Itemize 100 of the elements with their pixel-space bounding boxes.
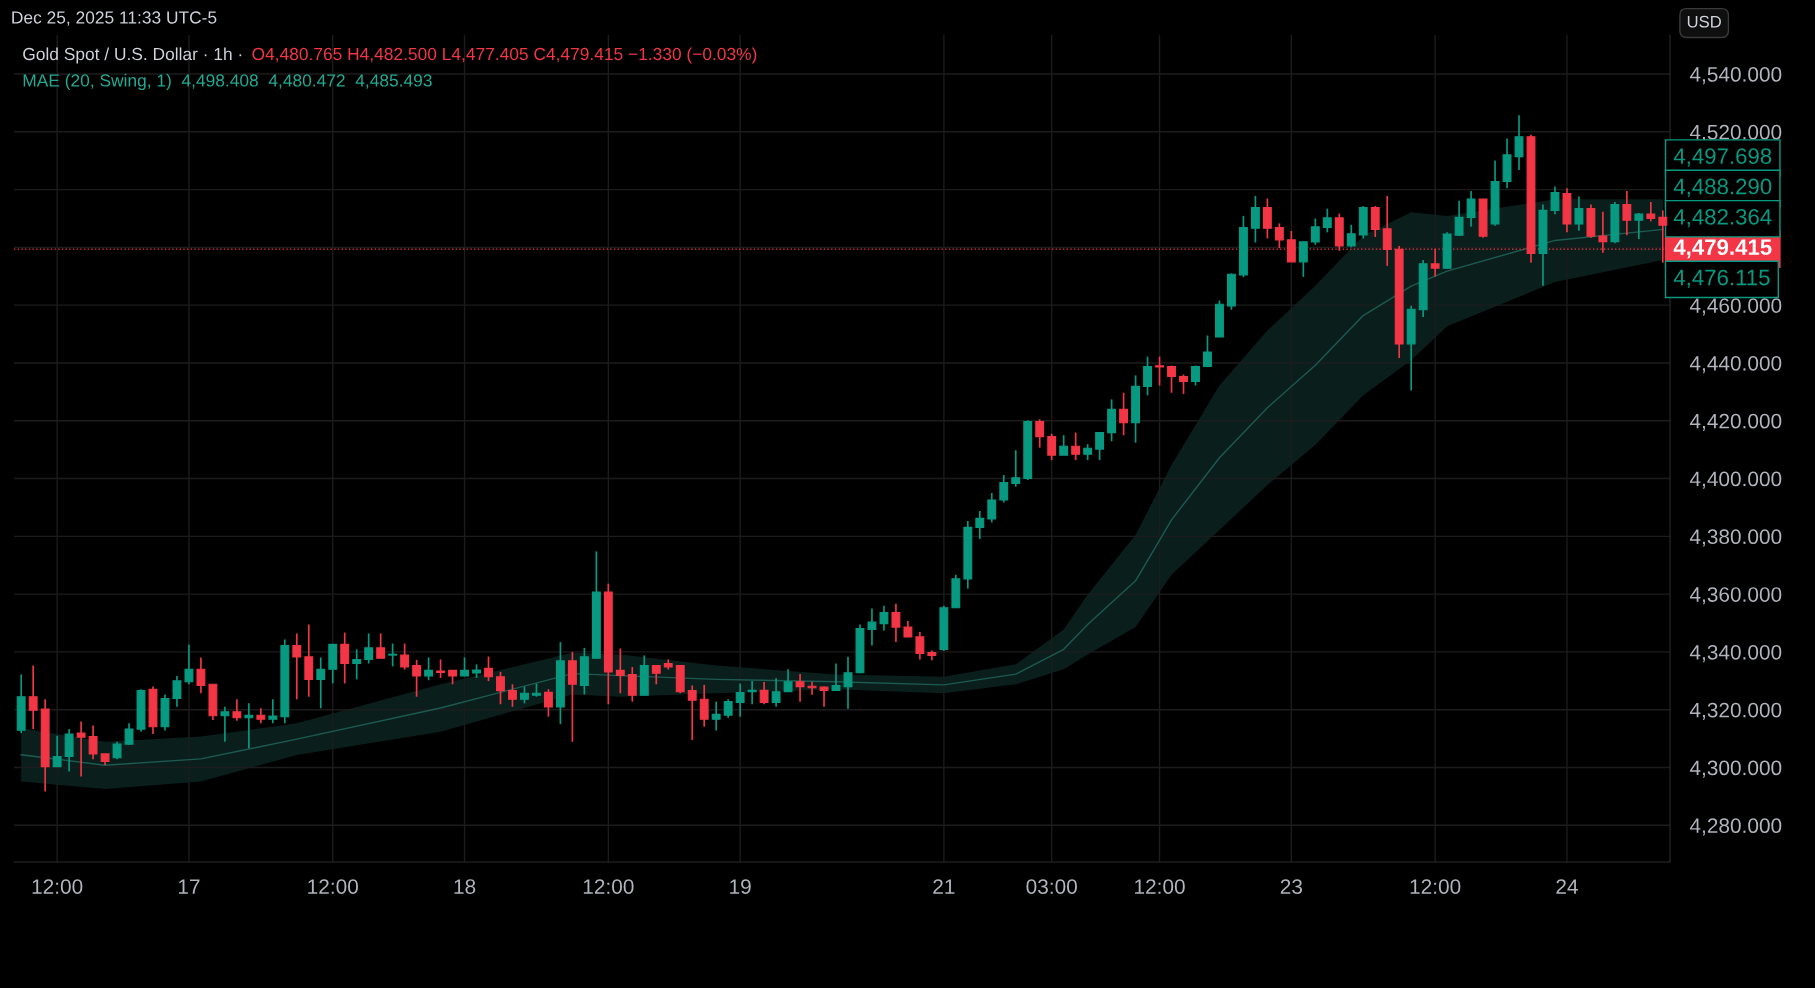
y-tick-label: 4,400.000 — [1689, 471, 1782, 489]
y-tick-label: 4,320.000 — [1689, 702, 1782, 720]
candlestick — [687, 684, 697, 741]
x-tick-label: 24 — [1556, 879, 1578, 894]
candlestick — [376, 632, 386, 660]
y-tick-label: 4,460.000 — [1689, 298, 1782, 316]
y-axis-title: USD — [1687, 15, 1721, 28]
candlestick — [867, 607, 877, 647]
candlestick — [1035, 418, 1045, 449]
candlestick — [891, 602, 901, 643]
ref-line-label: 4,479.415 — [1673, 239, 1772, 259]
text: Dec 25, 2025 11:33 UTC-5 — [12, 11, 217, 26]
candlestick — [567, 651, 577, 743]
candlestick — [1167, 364, 1176, 394]
candlestick — [52, 734, 62, 768]
y-tick-label: 4,380.000 — [1689, 529, 1782, 547]
candlestick — [783, 668, 793, 693]
text: 4,476.115 — [1673, 269, 1770, 289]
candlestick — [1646, 201, 1656, 223]
candlestick — [436, 658, 446, 679]
candlestick — [1179, 373, 1188, 395]
candlestick — [172, 675, 182, 708]
candlestick — [64, 728, 74, 773]
candlestick — [340, 631, 350, 685]
candlestick — [1370, 205, 1380, 238]
y-tick-label: 4,520.000 — [1689, 124, 1782, 143]
candlestick — [879, 604, 889, 632]
x-tick-label: 12:00 — [1135, 879, 1185, 894]
x-tick-label: 18 — [454, 879, 476, 894]
candlestick — [316, 656, 326, 710]
candlestick — [232, 698, 242, 722]
text: 4,482.364 — [1673, 208, 1772, 228]
candlestick — [508, 683, 517, 708]
candlestick — [1622, 190, 1632, 237]
candlestick — [292, 632, 302, 701]
y-tick-label: 4,360.000 — [1689, 587, 1782, 605]
annotation: O4,480.765 H4,482.500 L4,477.405 C4,479.415 −1.330 (−0.03%) — [252, 47, 757, 64]
candlestick — [711, 700, 721, 732]
candlestick — [1155, 355, 1164, 387]
text: MAE (20, Swing, 1) 4,498.408 4,480.472 4,485.493 — [23, 73, 432, 91]
candlestick — [1322, 207, 1332, 234]
y-tick-label: 4,300.000 — [1689, 760, 1782, 778]
text: 4,488.290 — [1673, 178, 1772, 197]
candlestick — [1011, 449, 1021, 488]
x-tick-label: 19 — [730, 879, 751, 894]
candlestick — [364, 632, 374, 665]
candlestick — [807, 680, 817, 696]
candlestick — [484, 655, 493, 682]
candlestick — [771, 677, 781, 708]
candlestick — [1286, 230, 1296, 263]
candlestick — [975, 510, 985, 540]
y-tick-label: 4,340.000 — [1689, 644, 1782, 663]
candlestick — [1203, 334, 1212, 368]
candlestick — [304, 623, 314, 698]
candlestick — [543, 688, 553, 718]
x-tick-label: 17 — [178, 879, 200, 894]
candlestick — [627, 666, 637, 703]
candlestick — [460, 656, 469, 677]
x-tick-label: 12:00 — [308, 879, 358, 894]
candlestick — [1298, 241, 1308, 278]
x-tick-label: 03:00 — [1026, 879, 1077, 894]
candlestick — [424, 656, 434, 682]
candlestick — [1274, 222, 1284, 250]
candlestick — [1310, 217, 1320, 246]
candlestick — [615, 647, 625, 695]
candlestick — [915, 631, 925, 661]
y-tick-label: 4,420.000 — [1689, 413, 1782, 431]
x-tick-label: 21 — [933, 879, 955, 894]
candlestick — [412, 659, 422, 698]
candlestick — [76, 720, 86, 778]
x-tick-label: 12:00 — [1410, 879, 1461, 894]
x-tick-label: 12:00 — [583, 879, 634, 894]
candlestick — [699, 684, 709, 728]
candlestick — [496, 671, 505, 706]
candlestick — [1550, 185, 1560, 215]
candlestick — [400, 642, 410, 671]
candlestick — [220, 705, 230, 743]
text: Gold Spot / U.S. Dollar · 1h · — [23, 47, 242, 64]
candlestick — [1382, 195, 1392, 267]
candlestick — [795, 673, 805, 703]
x-tick-label: 23 — [1280, 879, 1303, 894]
candlestick — [184, 643, 194, 686]
candlestick — [268, 698, 278, 725]
candlestick — [1143, 355, 1153, 397]
y-tick-label: 4,280.000 — [1689, 818, 1782, 836]
candlestick — [735, 682, 745, 718]
candlestick — [28, 664, 38, 730]
candlestick — [1454, 200, 1464, 237]
candlestick — [843, 656, 853, 710]
candlestick — [196, 656, 206, 695]
y-tick-label: 4,440.000 — [1689, 355, 1782, 374]
candlestick — [1059, 434, 1069, 456]
y-tick-label: 4,540.000 — [1689, 67, 1782, 85]
candlestick — [999, 474, 1009, 504]
candlestick — [1574, 195, 1584, 232]
candlestick — [651, 664, 661, 686]
candlestick — [1107, 398, 1117, 443]
candlestick — [1071, 431, 1081, 461]
candlestick — [831, 662, 841, 692]
candlestick — [1262, 197, 1272, 240]
